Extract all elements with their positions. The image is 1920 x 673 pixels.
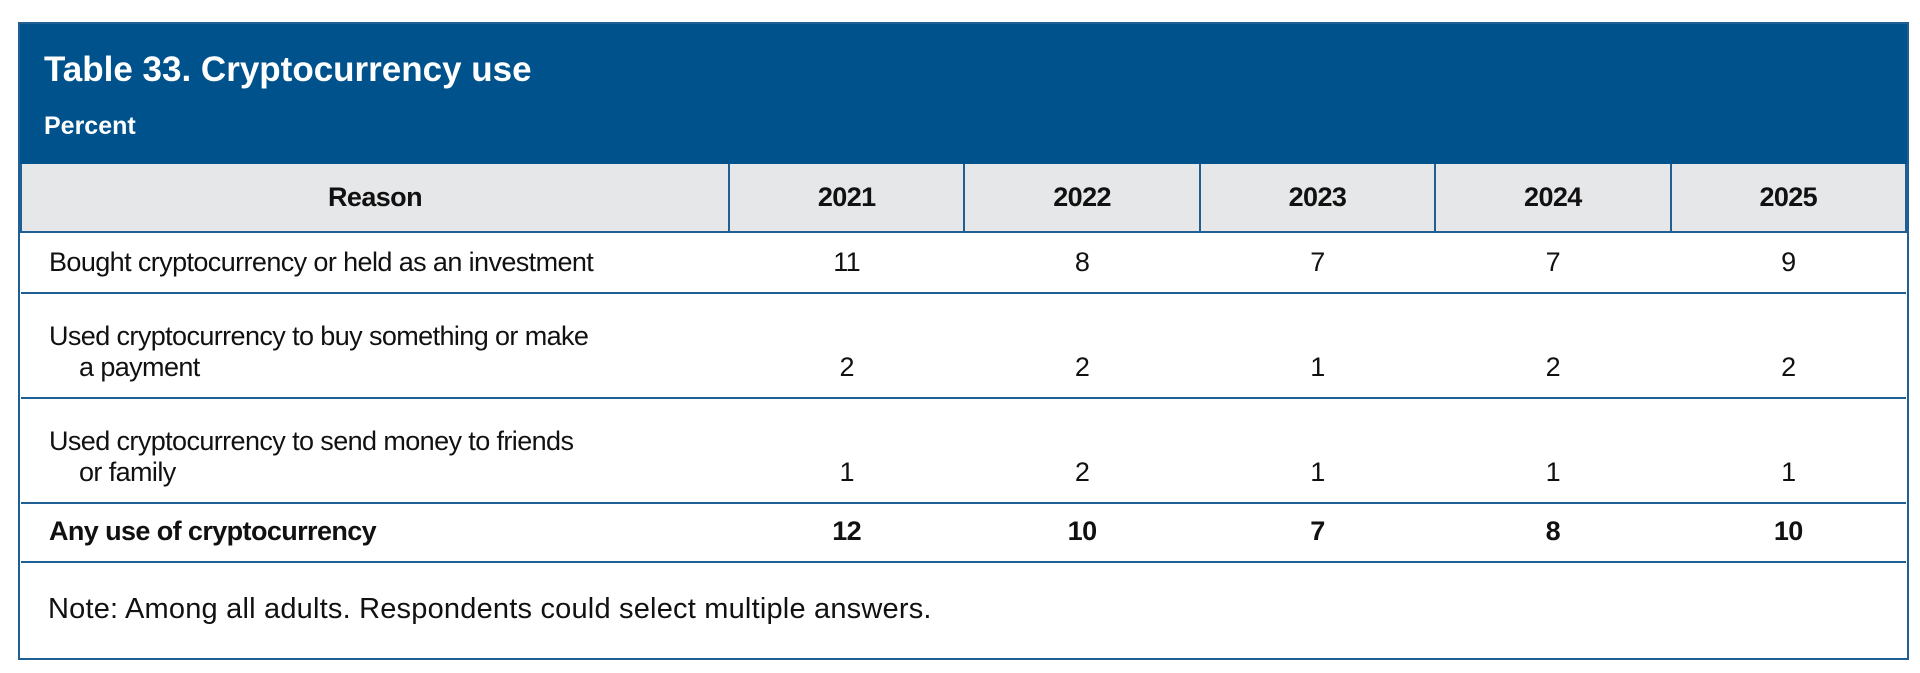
value-cell: 10: [1670, 502, 1906, 563]
table-title: Table 33. Cryptocurrency use: [44, 50, 532, 89]
data-row: Bought cryptocurrency or held as an inve…: [21, 231, 1906, 294]
value-cell: 1: [1199, 397, 1436, 504]
label-line: or family: [79, 457, 176, 487]
data-row: Used cryptocurrency to send money to fri…: [21, 397, 1906, 504]
column-header: 2023: [1198, 164, 1437, 233]
value-cell: 8: [964, 231, 1200, 294]
total-row: Any use of cryptocurrency 12 10 7 8 10: [21, 502, 1906, 563]
data-table: Reason 2021 2022 2023 2024 2025 Bought crypto…: [20, 164, 1908, 563]
value-cell: 2: [729, 292, 965, 399]
row-label: Bought cryptocurrency or held as an inve…: [21, 231, 729, 294]
column-header: 2021: [727, 164, 966, 233]
label-line: Bought cryptocurrency or held as an inve…: [49, 247, 594, 277]
column-header: Reason: [20, 164, 730, 233]
data-row: Used cryptocurrency to buy something or …: [21, 292, 1906, 399]
value-cell: 9: [1670, 231, 1906, 294]
value-cell: 1: [729, 397, 965, 504]
value-cell: 2: [1670, 292, 1906, 399]
column-header: 2025: [1669, 164, 1908, 233]
column-header: 2022: [963, 164, 1201, 233]
value-cell: 2: [964, 397, 1200, 504]
table-subtitle: Percent: [44, 112, 136, 140]
value-cell: 10: [964, 502, 1200, 563]
row-label: Any use of cryptocurrency: [21, 502, 729, 563]
label-line: Used cryptocurrency to buy something or …: [49, 321, 589, 351]
table-header: Table 33. Cryptocurrency use Percent: [20, 24, 1907, 164]
value-cell: 2: [1435, 292, 1671, 399]
label-line: Any use of cryptocurrency: [49, 516, 377, 546]
value-cell: 1: [1199, 292, 1436, 399]
value-cell: 1: [1670, 397, 1906, 504]
row-label: Used cryptocurrency to buy something or …: [21, 292, 729, 399]
table-body: Bought cryptocurrency or held as an inve…: [21, 231, 1906, 563]
value-cell: 2: [964, 292, 1200, 399]
value-cell: 1: [1435, 397, 1671, 504]
value-cell: 7: [1199, 502, 1436, 563]
label-line: Used cryptocurrency to send money to fri…: [49, 426, 574, 456]
value-cell: 8: [1435, 502, 1671, 563]
table-head: Reason 2021 2022 2023 2024 2025: [20, 164, 1908, 233]
table-frame: Table 33. Cryptocurrency use Percent Rea…: [18, 22, 1909, 660]
value-cell: 7: [1435, 231, 1671, 294]
label-line: a payment: [79, 352, 200, 382]
table-note: Note: Among all adults. Respondents coul…: [48, 593, 932, 625]
column-header: 2024: [1434, 164, 1672, 233]
row-label: Used cryptocurrency to send money to fri…: [21, 397, 729, 504]
header-row: Reason 2021 2022 2023 2024 2025: [20, 164, 1908, 233]
value-cell: 12: [729, 502, 965, 563]
value-cell: 11: [729, 231, 965, 294]
value-cell: 7: [1199, 231, 1436, 294]
